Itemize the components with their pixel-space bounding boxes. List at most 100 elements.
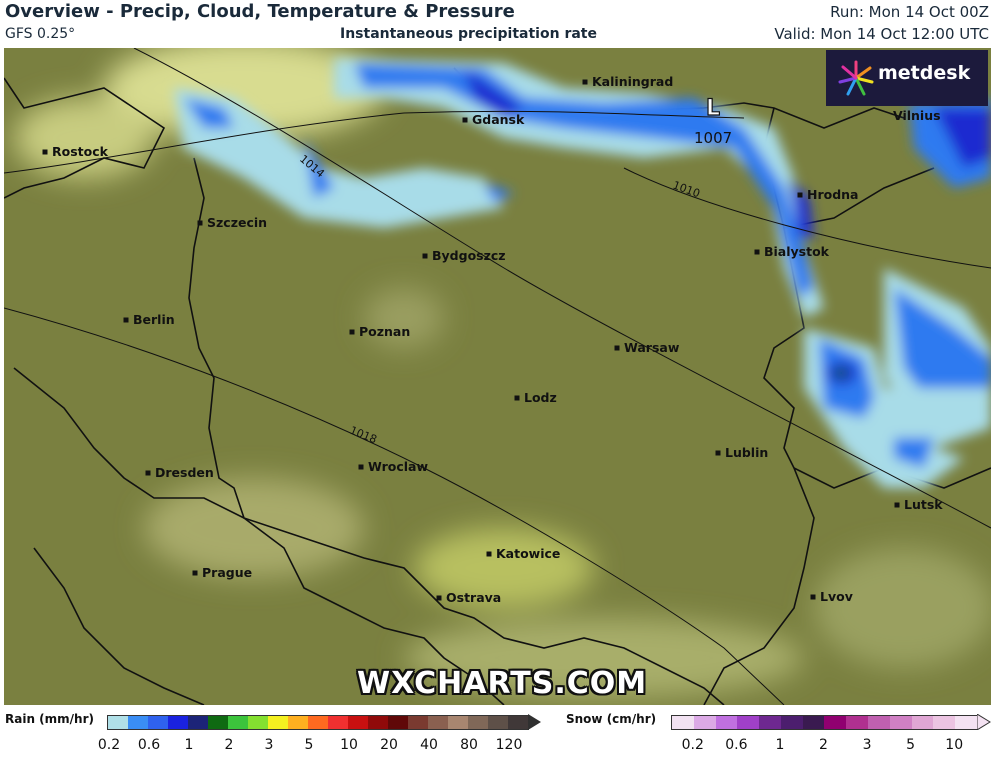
city-marker xyxy=(462,117,468,123)
legend-swatch xyxy=(715,716,738,729)
legend-swatch xyxy=(128,716,148,729)
legend-swatch xyxy=(955,716,977,729)
legend-tick: 10 xyxy=(945,737,964,753)
legend-swatch xyxy=(348,716,368,729)
legend-swatch xyxy=(759,716,781,729)
legend-swatch xyxy=(428,716,448,729)
legend-swatch xyxy=(737,716,760,729)
city-label: Lvov xyxy=(820,589,853,604)
legend-swatch xyxy=(889,716,912,729)
legend-tick: 2 xyxy=(224,737,234,753)
legend-swatch xyxy=(168,716,188,729)
city-marker xyxy=(145,470,151,476)
city-label: Gdansk xyxy=(472,112,525,127)
city-label: Katowice xyxy=(496,546,560,561)
watermark: WXCHARTS.COM xyxy=(357,666,648,701)
low-pressure-symbol: L xyxy=(706,96,720,121)
legend-swatch xyxy=(868,716,890,729)
city-marker xyxy=(810,594,816,600)
city-marker xyxy=(422,253,428,259)
snow-color-scale xyxy=(671,715,978,730)
city-marker xyxy=(797,192,803,198)
legend-swatch xyxy=(188,716,208,729)
logo-burst-icon xyxy=(838,60,874,96)
legend-swatch xyxy=(388,716,408,729)
city-label: Bydgoszcz xyxy=(432,248,506,263)
legend-swatch xyxy=(328,716,348,729)
legend-swatch xyxy=(108,716,128,729)
city-label: Ostrava xyxy=(446,590,501,605)
legend-tick: 0.6 xyxy=(137,737,161,753)
city-label: Prague xyxy=(202,565,252,580)
chart-title: Overview - Precip, Cloud, Temperature & … xyxy=(5,1,515,22)
rain-legend-label: Rain (mm/hr) xyxy=(5,712,94,726)
legend-tick: 2 xyxy=(819,737,828,753)
rain-color-scale xyxy=(107,715,529,730)
city-label: Berlin xyxy=(133,312,175,327)
legend-tick: 0.2 xyxy=(97,737,121,753)
legend-tick: 120 xyxy=(495,737,523,753)
legend-tick: 0.6 xyxy=(725,737,748,753)
legend-swatch xyxy=(268,716,288,729)
city-marker xyxy=(614,345,620,351)
logo-text: metdesk xyxy=(878,62,971,84)
legend-swatch xyxy=(802,716,825,729)
legend-tick: 20 xyxy=(380,737,398,753)
city-label: Bialystok xyxy=(764,244,830,259)
run-time: Run: Mon 14 Oct 00Z xyxy=(830,3,989,21)
city-marker xyxy=(42,149,48,155)
map-canvas[interactable]: 1014 1010 1018 L 1007 KaliningradGdanskR… xyxy=(4,48,991,705)
city-marker xyxy=(754,249,760,255)
model-label: GFS 0.25° xyxy=(5,26,76,42)
legend-swatch xyxy=(911,716,934,729)
legend-swatch xyxy=(208,716,228,729)
snow-scale-arrow-icon xyxy=(977,714,991,730)
snow-legend-label: Snow (cm/hr) xyxy=(566,712,657,726)
city-label: Dresden xyxy=(155,465,214,480)
legend-swatch xyxy=(468,716,488,729)
city-marker xyxy=(514,395,520,401)
metdesk-logo: metdesk xyxy=(826,50,988,106)
city-marker xyxy=(436,595,442,601)
legend-tick: 3 xyxy=(264,737,274,753)
city-marker xyxy=(358,464,364,470)
legend-swatch xyxy=(228,716,248,729)
city-marker xyxy=(582,79,588,85)
city-labels: Kaliningrad Gdansk Rostock Hrodna Szczecin Bi… xyxy=(42,74,943,605)
legend-tick: 10 xyxy=(340,737,358,753)
legend-tick: 1 xyxy=(184,737,194,753)
legend-swatch xyxy=(846,716,869,729)
legend-swatch xyxy=(824,716,847,729)
legend-swatch xyxy=(408,716,428,729)
city-label: Poznan xyxy=(359,324,410,339)
legend-swatch xyxy=(448,716,468,729)
city-marker xyxy=(197,220,203,226)
city-marker xyxy=(486,551,492,557)
legend-swatch xyxy=(288,716,308,729)
legend-swatch xyxy=(488,716,508,729)
legend-tick: 80 xyxy=(460,737,478,753)
city-marker xyxy=(894,502,900,508)
legend-swatch xyxy=(672,716,694,729)
legend-tick: 5 xyxy=(304,737,314,753)
legend-tick: 40 xyxy=(420,737,438,753)
precipitation xyxy=(174,58,991,488)
legend-swatch xyxy=(148,716,168,729)
city-marker xyxy=(123,317,129,323)
legend-swatch xyxy=(248,716,268,729)
city-marker xyxy=(715,450,721,456)
city-label: Kaliningrad xyxy=(592,74,673,89)
legend-swatch xyxy=(508,716,528,729)
legend-swatch xyxy=(933,716,956,729)
legend-tick: 5 xyxy=(906,737,916,753)
city-label: Hrodna xyxy=(807,187,859,202)
city-label: Szczecin xyxy=(207,215,267,230)
valid-time: Valid: Mon 14 Oct 12:00 UTC xyxy=(774,25,989,43)
city-label: Warsaw xyxy=(624,340,680,355)
city-label: Vilnius xyxy=(893,108,941,123)
isobars xyxy=(4,48,991,705)
city-label: Wroclaw xyxy=(368,459,428,474)
legend-swatch xyxy=(308,716,328,729)
city-label: Lublin xyxy=(725,445,768,460)
